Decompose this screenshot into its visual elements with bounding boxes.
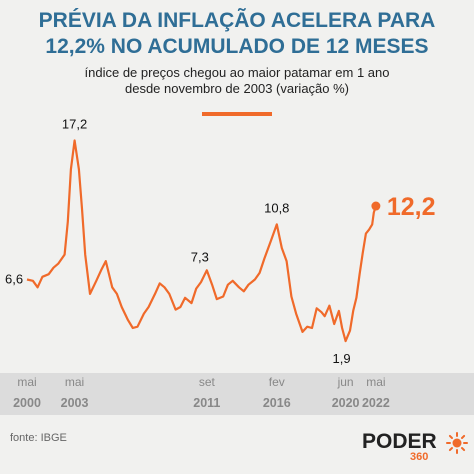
source-note: fonte: IBGE: [10, 432, 67, 444]
x-tick-month-4: jun: [337, 375, 354, 389]
data-label-3: 10,8: [264, 200, 289, 215]
data-label-2: 7,3: [191, 249, 209, 264]
sun-icon: [446, 432, 468, 454]
chart-subtitle: índice de preços chegou ao maior patamar…: [0, 65, 474, 97]
x-tick-year-5: 2022: [362, 396, 390, 410]
logo-word: PODER: [362, 430, 437, 453]
x-tick-year-4: 2020: [332, 396, 360, 410]
accent-bar: [202, 112, 272, 116]
x-tick-month-3: fev: [269, 375, 285, 389]
x-axis-band: [0, 373, 474, 415]
publisher-logo: PODER 360: [362, 430, 468, 466]
data-label-5: 12,2: [387, 193, 436, 221]
data-label-4: 1,9: [333, 351, 351, 366]
x-tick-year-3: 2016: [263, 396, 291, 410]
x-tick-month-5: mai: [366, 375, 385, 389]
title-line-1: PRÉVIA DA INFLAÇÃO ACELERA PARA: [38, 9, 436, 32]
chart-title: PRÉVIA DA INFLAÇÃO ACELERA PARA 12,2% NO…: [0, 8, 474, 60]
logo-sub: 360: [410, 451, 429, 463]
x-tick-year-2: 2011: [193, 396, 220, 410]
data-label-0: 6,6: [5, 271, 23, 286]
x-tick-month-1: mai: [65, 375, 84, 389]
subtitle-line-2: desde novembro de 2003 (variação %): [124, 81, 350, 96]
x-tick-year-0: 2000: [13, 396, 41, 410]
data-label-1: 17,2: [62, 116, 87, 131]
x-tick-month-2: set: [199, 375, 216, 389]
x-tick-month-0: mai: [17, 375, 36, 389]
x-tick-year-1: 2003: [61, 396, 89, 410]
title-line-2: 12,2% NO ACUMULADO DE 12 MESES: [45, 35, 429, 58]
subtitle-line-1: índice de preços chegou ao maior patamar…: [84, 65, 390, 80]
series-line: [26, 139, 377, 343]
last-point-marker: [371, 201, 381, 211]
